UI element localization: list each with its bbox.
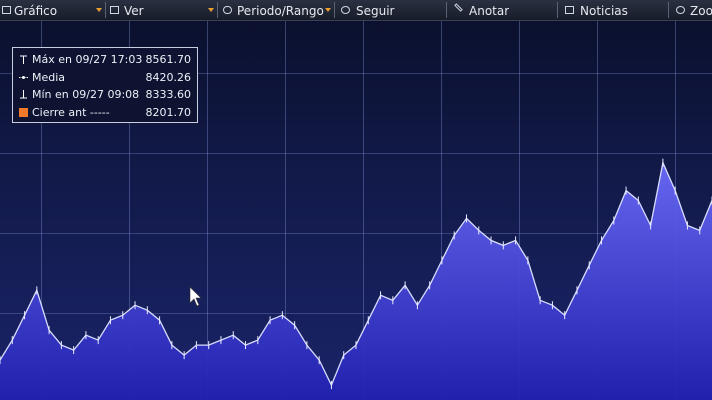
toolbar: Gráfico Ver Periodo/Rango Seguir Anotar … [0, 0, 712, 21]
icon [19, 107, 28, 117]
legend-row: Media 8420.26 [17, 69, 193, 87]
icon [676, 6, 685, 14]
legend-label: Cierre ant ----- [32, 105, 110, 119]
legend-label: Mín en 09/27 09:08 [32, 88, 140, 101]
price-area [0, 162, 712, 400]
menu-periodo[interactable]: Periodo/Rango [237, 4, 324, 18]
icon [223, 6, 232, 14]
separator [334, 2, 335, 18]
icon [20, 90, 27, 99]
icon [341, 6, 350, 14]
icon [2, 6, 11, 14]
icon [20, 55, 27, 64]
menu-anotar[interactable]: Anotar [469, 4, 510, 18]
separator [557, 2, 558, 18]
separator [217, 2, 218, 18]
separator [105, 2, 106, 18]
legend-label: Media [32, 70, 66, 84]
menu-seguir[interactable]: Seguir [356, 4, 395, 18]
menu-zoom[interactable]: Zoom [690, 4, 712, 18]
menu-grafico[interactable]: Gráfico [14, 4, 58, 18]
legend-box: Máx en 09/27 17:03 8561.70 Media 8420.26… [12, 47, 198, 123]
dropdown-arrow[interactable] [325, 8, 331, 12]
separator [446, 2, 447, 18]
dropdown-arrow[interactable] [208, 8, 214, 12]
menu-ver[interactable]: Ver [124, 4, 144, 18]
legend-row: Máx en 09/27 17:03 8561.70 [17, 51, 193, 69]
legend-value: 8420.26 [145, 70, 192, 84]
legend-value: 8333.60 [145, 88, 192, 101]
icon [19, 75, 28, 79]
icon [110, 6, 119, 14]
separator [668, 2, 669, 18]
legend-label: Máx en 09/27 17:03 [32, 53, 143, 66]
mouse-cursor [189, 286, 202, 307]
legend-row: Mín en 09/27 09:08 8333.60 [17, 86, 193, 104]
legend-value: 8201.70 [145, 105, 192, 119]
dropdown-arrow[interactable] [96, 8, 102, 12]
legend-value: 8561.70 [145, 53, 192, 66]
legend-row: Cierre ant ----- 8201.70 [17, 104, 193, 122]
icon [565, 6, 574, 14]
menu-noticias[interactable]: Noticias [580, 4, 628, 18]
